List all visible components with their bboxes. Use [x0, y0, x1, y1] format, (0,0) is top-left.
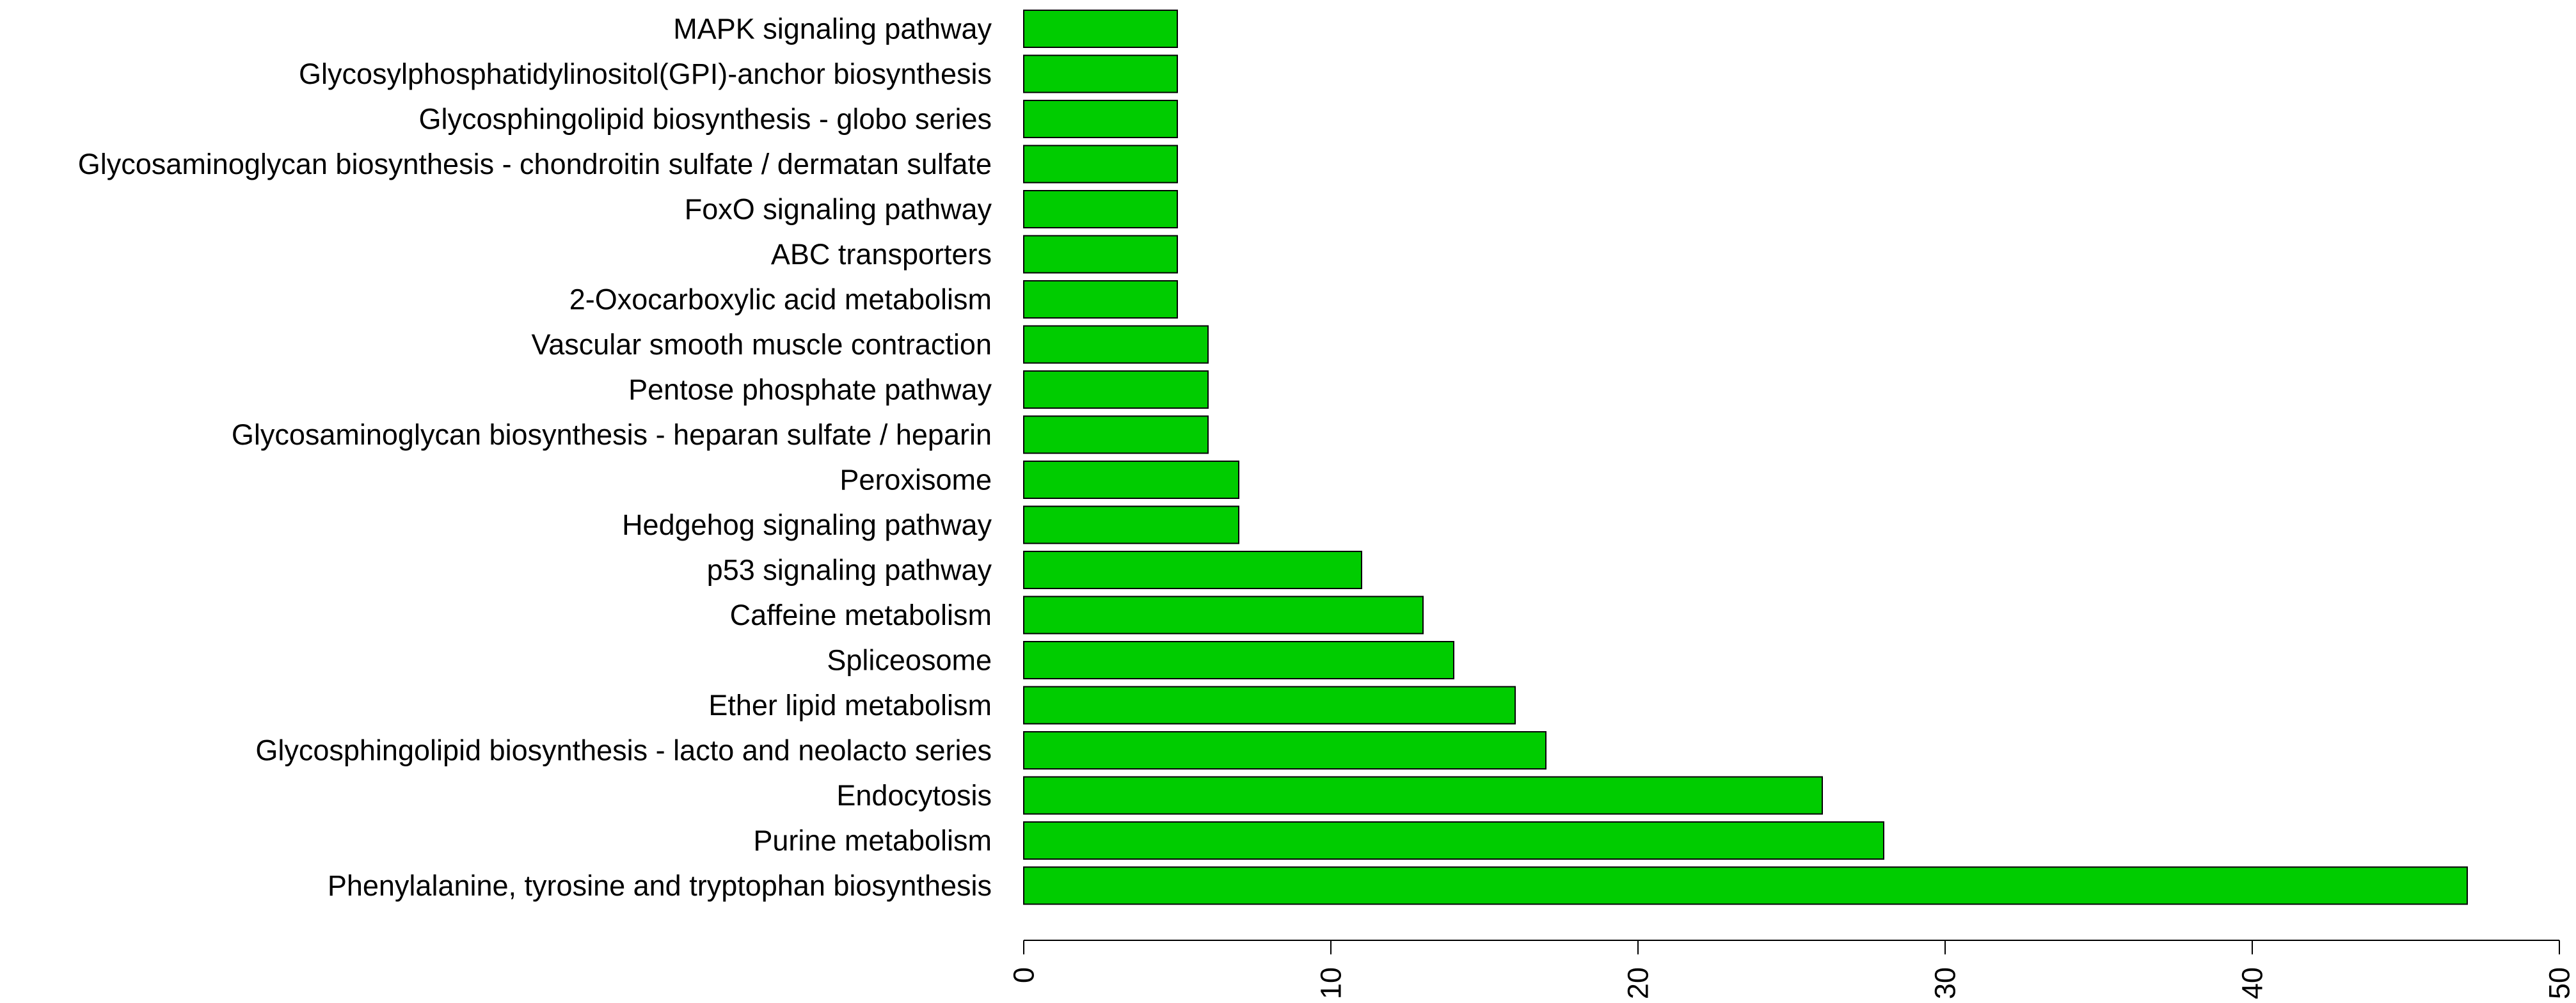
- bar: [1023, 866, 2468, 905]
- category-label: MAPK signaling pathway: [673, 13, 992, 45]
- x-tick-label: 0: [1008, 967, 1040, 983]
- category-label: Pentose phosphate pathway: [628, 374, 992, 406]
- bar: [1023, 776, 1823, 815]
- category-label: Glycosphingolipid biosynthesis - globo s…: [419, 103, 992, 136]
- category-label: Endocytosis: [836, 779, 992, 812]
- bar: [1023, 190, 1178, 228]
- category-label: Vascular smooth muscle contraction: [532, 328, 992, 361]
- category-label: 2-Oxocarboxylic acid metabolism: [569, 283, 992, 316]
- category-label: Caffeine metabolism: [730, 599, 992, 631]
- bar: [1023, 686, 1516, 725]
- x-tick-label: 20: [1622, 967, 1655, 999]
- category-label: Glycosaminoglycan biosynthesis - heparan…: [232, 418, 992, 451]
- category-label: Glycosphingolipid biosynthesis - lacto a…: [255, 734, 992, 767]
- category-label: Glycosylphosphatidylinositol(GPI)-anchor…: [299, 58, 992, 90]
- x-tick-label: 50: [2543, 967, 2576, 999]
- x-axis: 0 10 20 30 40 50: [1008, 940, 2576, 999]
- bar: [1023, 415, 1209, 454]
- category-label: Peroxisome: [839, 464, 992, 496]
- category-label: ABC transporters: [771, 238, 992, 271]
- bars-layer: [1023, 10, 2468, 905]
- category-label: Hedgehog signaling pathway: [622, 509, 992, 541]
- bar: [1023, 821, 1884, 860]
- category-label: FoxO signaling pathway: [685, 193, 992, 226]
- category-labels: MAPK signaling pathway Glycosylphosphatid…: [78, 13, 992, 903]
- x-tick-label: 10: [1315, 967, 1348, 999]
- bar: [1023, 505, 1239, 544]
- bar: [1023, 54, 1178, 93]
- category-label: Glycosaminoglycan biosynthesis - chondro…: [78, 148, 992, 180]
- x-tick-label: 30: [1929, 967, 1962, 999]
- bar: [1023, 596, 1424, 635]
- category-label: Ether lipid metabolism: [708, 689, 992, 722]
- category-label: p53 signaling pathway: [707, 554, 992, 587]
- bar: [1023, 100, 1178, 138]
- category-label: Phenylalanine, tyrosine and tryptophan b…: [328, 869, 992, 902]
- bar: [1023, 280, 1178, 319]
- bar: [1023, 235, 1178, 274]
- bar: [1023, 145, 1178, 184]
- category-label: Spliceosome: [827, 644, 992, 677]
- bar: [1023, 370, 1209, 409]
- bar: [1023, 641, 1454, 679]
- category-label: Purine metabolism: [753, 825, 992, 857]
- bar: [1023, 551, 1362, 589]
- bar: [1023, 325, 1209, 364]
- bar: [1023, 10, 1178, 48]
- x-tick-label: 40: [2236, 967, 2269, 999]
- bar: [1023, 461, 1239, 499]
- bar: [1023, 731, 1546, 770]
